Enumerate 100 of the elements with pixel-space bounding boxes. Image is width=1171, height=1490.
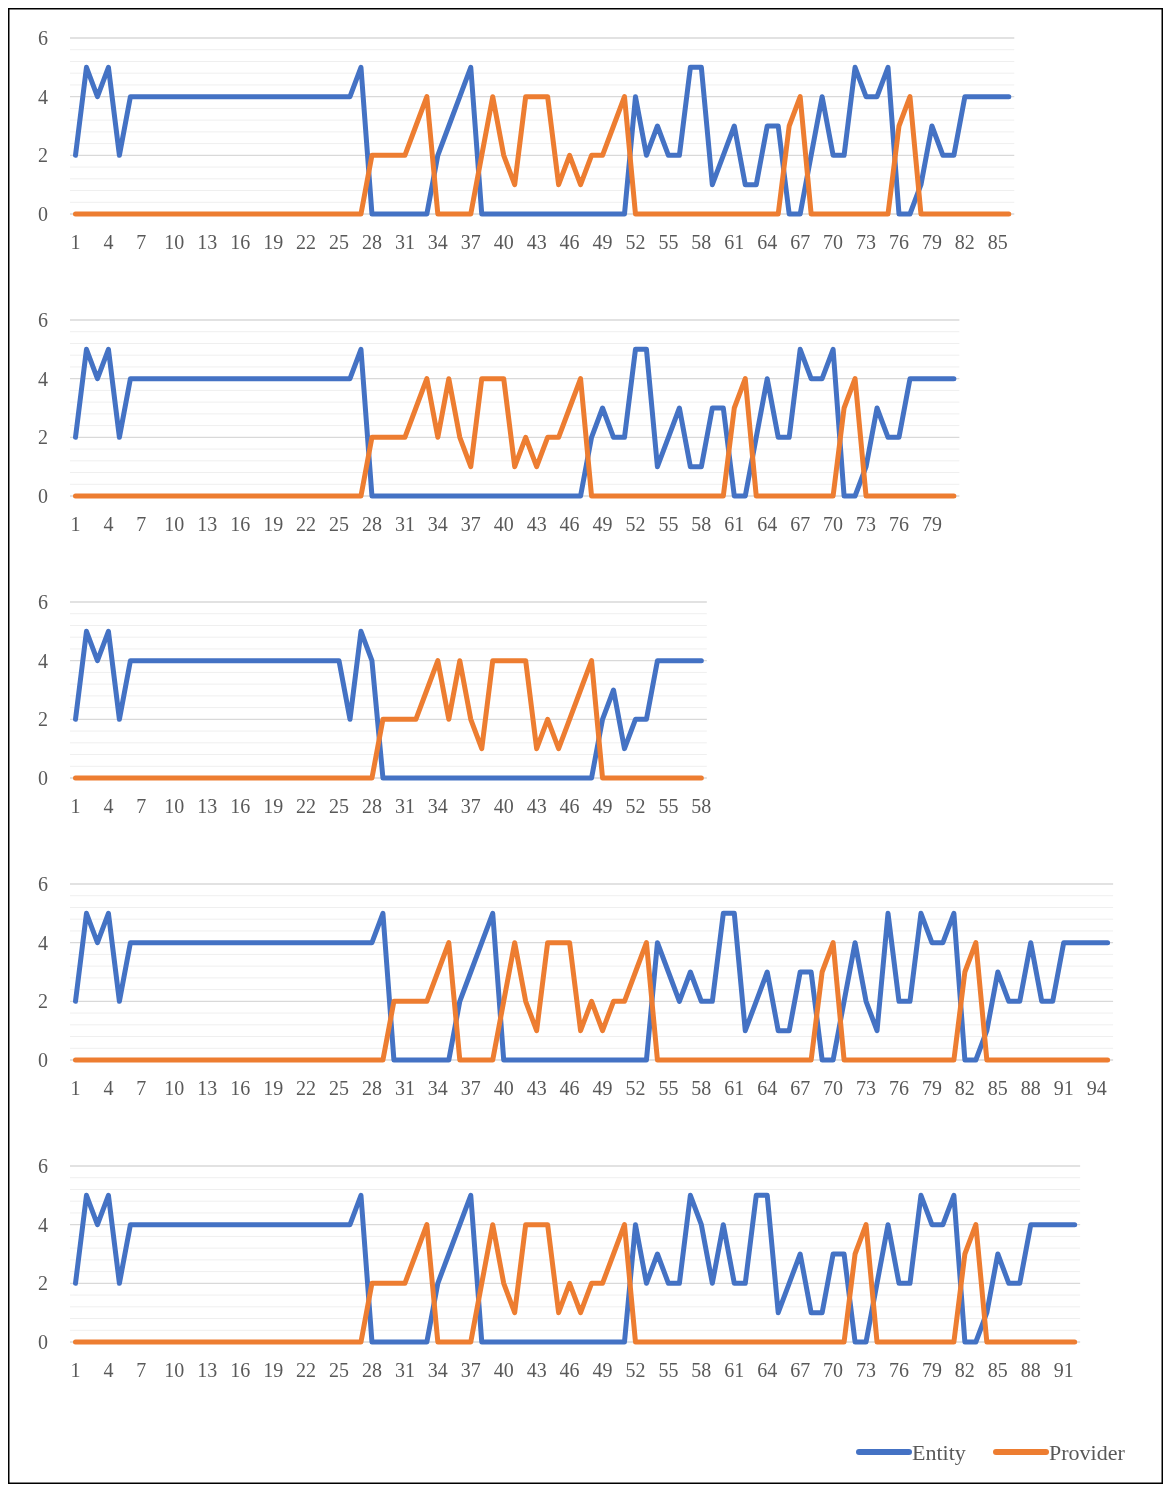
x-tick-label: 67 [790, 231, 811, 253]
x-tick-label: 16 [230, 513, 251, 535]
x-tick-label: 7 [136, 513, 147, 535]
y-tick-label: 0 [38, 1049, 48, 1071]
x-tick-label: 22 [296, 795, 317, 817]
y-tick-label: 2 [38, 1272, 48, 1295]
y-tick-label: 6 [38, 1155, 48, 1177]
x-tick-label: 61 [724, 513, 745, 535]
x-tick-label: 64 [757, 1359, 778, 1381]
x-tick-label: 46 [559, 795, 580, 817]
x-tick-label: 37 [460, 231, 481, 253]
x-tick-label: 1 [70, 1359, 81, 1381]
x-tick-label: 22 [296, 1359, 317, 1381]
x-tick-label: 67 [790, 1359, 811, 1381]
x-tick-label: 79 [921, 1359, 942, 1381]
x-tick-label: 52 [625, 1359, 646, 1381]
x-tick-label: 43 [526, 231, 547, 253]
x-tick-label: 52 [625, 795, 646, 817]
x-tick-label: 52 [625, 1077, 646, 1099]
x-tick-label: 10 [164, 795, 185, 817]
x-tick-label: 58 [691, 513, 712, 535]
legend-label: Entity [912, 1439, 966, 1465]
x-tick-label: 19 [263, 231, 284, 253]
x-tick-label: 10 [164, 1359, 185, 1381]
x-tick-label: 46 [559, 231, 580, 253]
x-tick-label: 49 [592, 513, 613, 535]
x-tick-label: 16 [230, 1077, 251, 1099]
x-tick-label: 91 [1053, 1359, 1074, 1381]
x-tick-label: 55 [658, 1077, 679, 1099]
x-tick-label: 40 [493, 795, 514, 817]
x-tick-label: 28 [361, 795, 382, 817]
x-tick-label: 58 [691, 795, 712, 817]
x-tick-label: 82 [954, 1077, 975, 1099]
x-tick-label: 40 [493, 1077, 514, 1099]
x-tick-label: 4 [103, 231, 114, 253]
x-tick-label: 61 [724, 231, 745, 253]
x-tick-label: 13 [197, 231, 218, 253]
x-tick-label: 13 [197, 1077, 218, 1099]
x-tick-label: 40 [493, 231, 514, 253]
x-tick-label: 31 [394, 1077, 415, 1099]
x-tick-label: 37 [460, 795, 481, 817]
x-tick-label: 91 [1053, 1077, 1074, 1099]
x-tick-label: 55 [658, 231, 679, 253]
x-tick-label: 34 [427, 795, 448, 817]
x-tick-label: 19 [263, 1077, 284, 1099]
y-tick-label: 6 [38, 309, 48, 331]
x-tick-label: 55 [658, 513, 679, 535]
y-tick-label: 0 [38, 485, 48, 507]
x-tick-label: 7 [136, 795, 147, 817]
x-tick-label: 58 [691, 231, 712, 253]
x-tick-label: 34 [427, 231, 448, 253]
x-tick-label: 73 [856, 513, 877, 535]
x-tick-label: 28 [361, 1359, 382, 1381]
x-tick-label: 34 [427, 1077, 448, 1099]
x-tick-label: 79 [921, 231, 942, 253]
x-tick-label: 43 [526, 1359, 547, 1381]
x-tick-label: 73 [856, 231, 877, 253]
x-tick-label: 64 [757, 231, 778, 253]
x-tick-label: 82 [954, 1359, 975, 1381]
x-tick-label: 40 [493, 1359, 514, 1381]
y-tick-label: 0 [38, 1331, 48, 1353]
x-tick-label: 4 [103, 795, 114, 817]
x-tick-label: 61 [724, 1077, 745, 1099]
x-tick-label: 64 [757, 513, 778, 535]
x-tick-label: 49 [592, 231, 613, 253]
x-tick-label: 25 [329, 1359, 350, 1381]
x-tick-label: 31 [394, 795, 415, 817]
x-tick-label: 46 [559, 513, 580, 535]
y-tick-label: 4 [38, 931, 48, 954]
x-tick-label: 1 [70, 231, 81, 253]
x-tick-label: 1 [70, 513, 81, 535]
x-tick-label: 22 [296, 1077, 317, 1099]
x-tick-label: 55 [658, 1359, 679, 1381]
x-tick-label: 52 [625, 231, 646, 253]
x-tick-label: 52 [625, 513, 646, 535]
x-tick-label: 22 [296, 231, 317, 253]
y-tick-label: 4 [38, 649, 48, 672]
x-tick-label: 16 [230, 795, 251, 817]
x-tick-label: 64 [757, 1077, 778, 1099]
y-tick-label: 4 [38, 1213, 48, 1236]
x-tick-label: 88 [1020, 1359, 1041, 1381]
y-tick-label: 6 [38, 873, 48, 895]
x-tick-label: 31 [394, 231, 415, 253]
x-tick-label: 49 [592, 1359, 613, 1381]
y-tick-label: 0 [38, 203, 48, 225]
y-tick-label: 2 [38, 708, 48, 731]
x-tick-label: 70 [823, 1077, 844, 1099]
x-tick-label: 31 [394, 513, 415, 535]
x-tick-label: 10 [164, 1077, 185, 1099]
x-tick-label: 49 [592, 1077, 613, 1099]
x-tick-label: 85 [987, 231, 1008, 253]
x-tick-label: 13 [197, 513, 218, 535]
x-tick-label: 37 [460, 1077, 481, 1099]
x-tick-label: 40 [493, 513, 514, 535]
y-tick-label: 4 [38, 367, 48, 390]
x-tick-label: 7 [136, 1077, 147, 1099]
legend-label: Provider [1049, 1439, 1126, 1465]
x-tick-label: 16 [230, 231, 251, 253]
x-tick-label: 19 [263, 513, 284, 535]
x-tick-label: 49 [592, 795, 613, 817]
